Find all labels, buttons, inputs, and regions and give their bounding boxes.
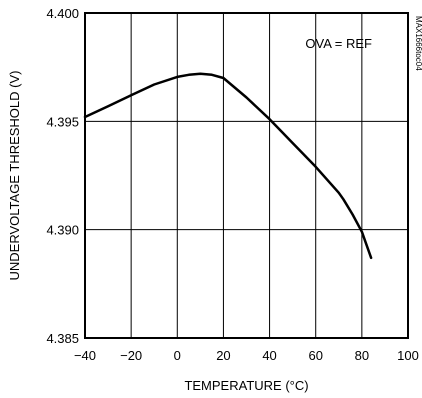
- y-axis-label: UNDERVOLTAGE THRESHOLD (V): [7, 71, 22, 281]
- grid-lines: [84, 12, 409, 339]
- x-tick-label: 20: [216, 348, 230, 363]
- plot-frame: [84, 12, 409, 339]
- x-tick-label: 0: [174, 348, 181, 363]
- x-axis-label: TEMPERATURE (°C): [184, 378, 308, 393]
- y-tick-label: 4.395: [46, 114, 79, 129]
- series-group: [83, 72, 373, 260]
- y-tick-label: 4.400: [46, 6, 79, 21]
- figure-code-label: MAX1666toc04: [414, 16, 422, 71]
- y-tick-label: 4.390: [46, 223, 79, 238]
- x-tick-label: 60: [308, 348, 322, 363]
- x-tick-label: −20: [120, 348, 142, 363]
- series-line: [83, 72, 373, 260]
- x-tick-label: −40: [74, 348, 96, 363]
- x-tick-label: 40: [262, 348, 276, 363]
- x-tick-label: 100: [397, 348, 419, 363]
- y-tick-label: 4.385: [46, 331, 79, 346]
- condition-annotation: OVA = REF: [305, 36, 372, 51]
- x-tick-labels: −40 −20 0 20 40 60 80 100: [74, 348, 419, 363]
- x-tick-label: 80: [355, 348, 369, 363]
- y-tick-labels: 4.385 4.390 4.395 4.400: [46, 6, 79, 346]
